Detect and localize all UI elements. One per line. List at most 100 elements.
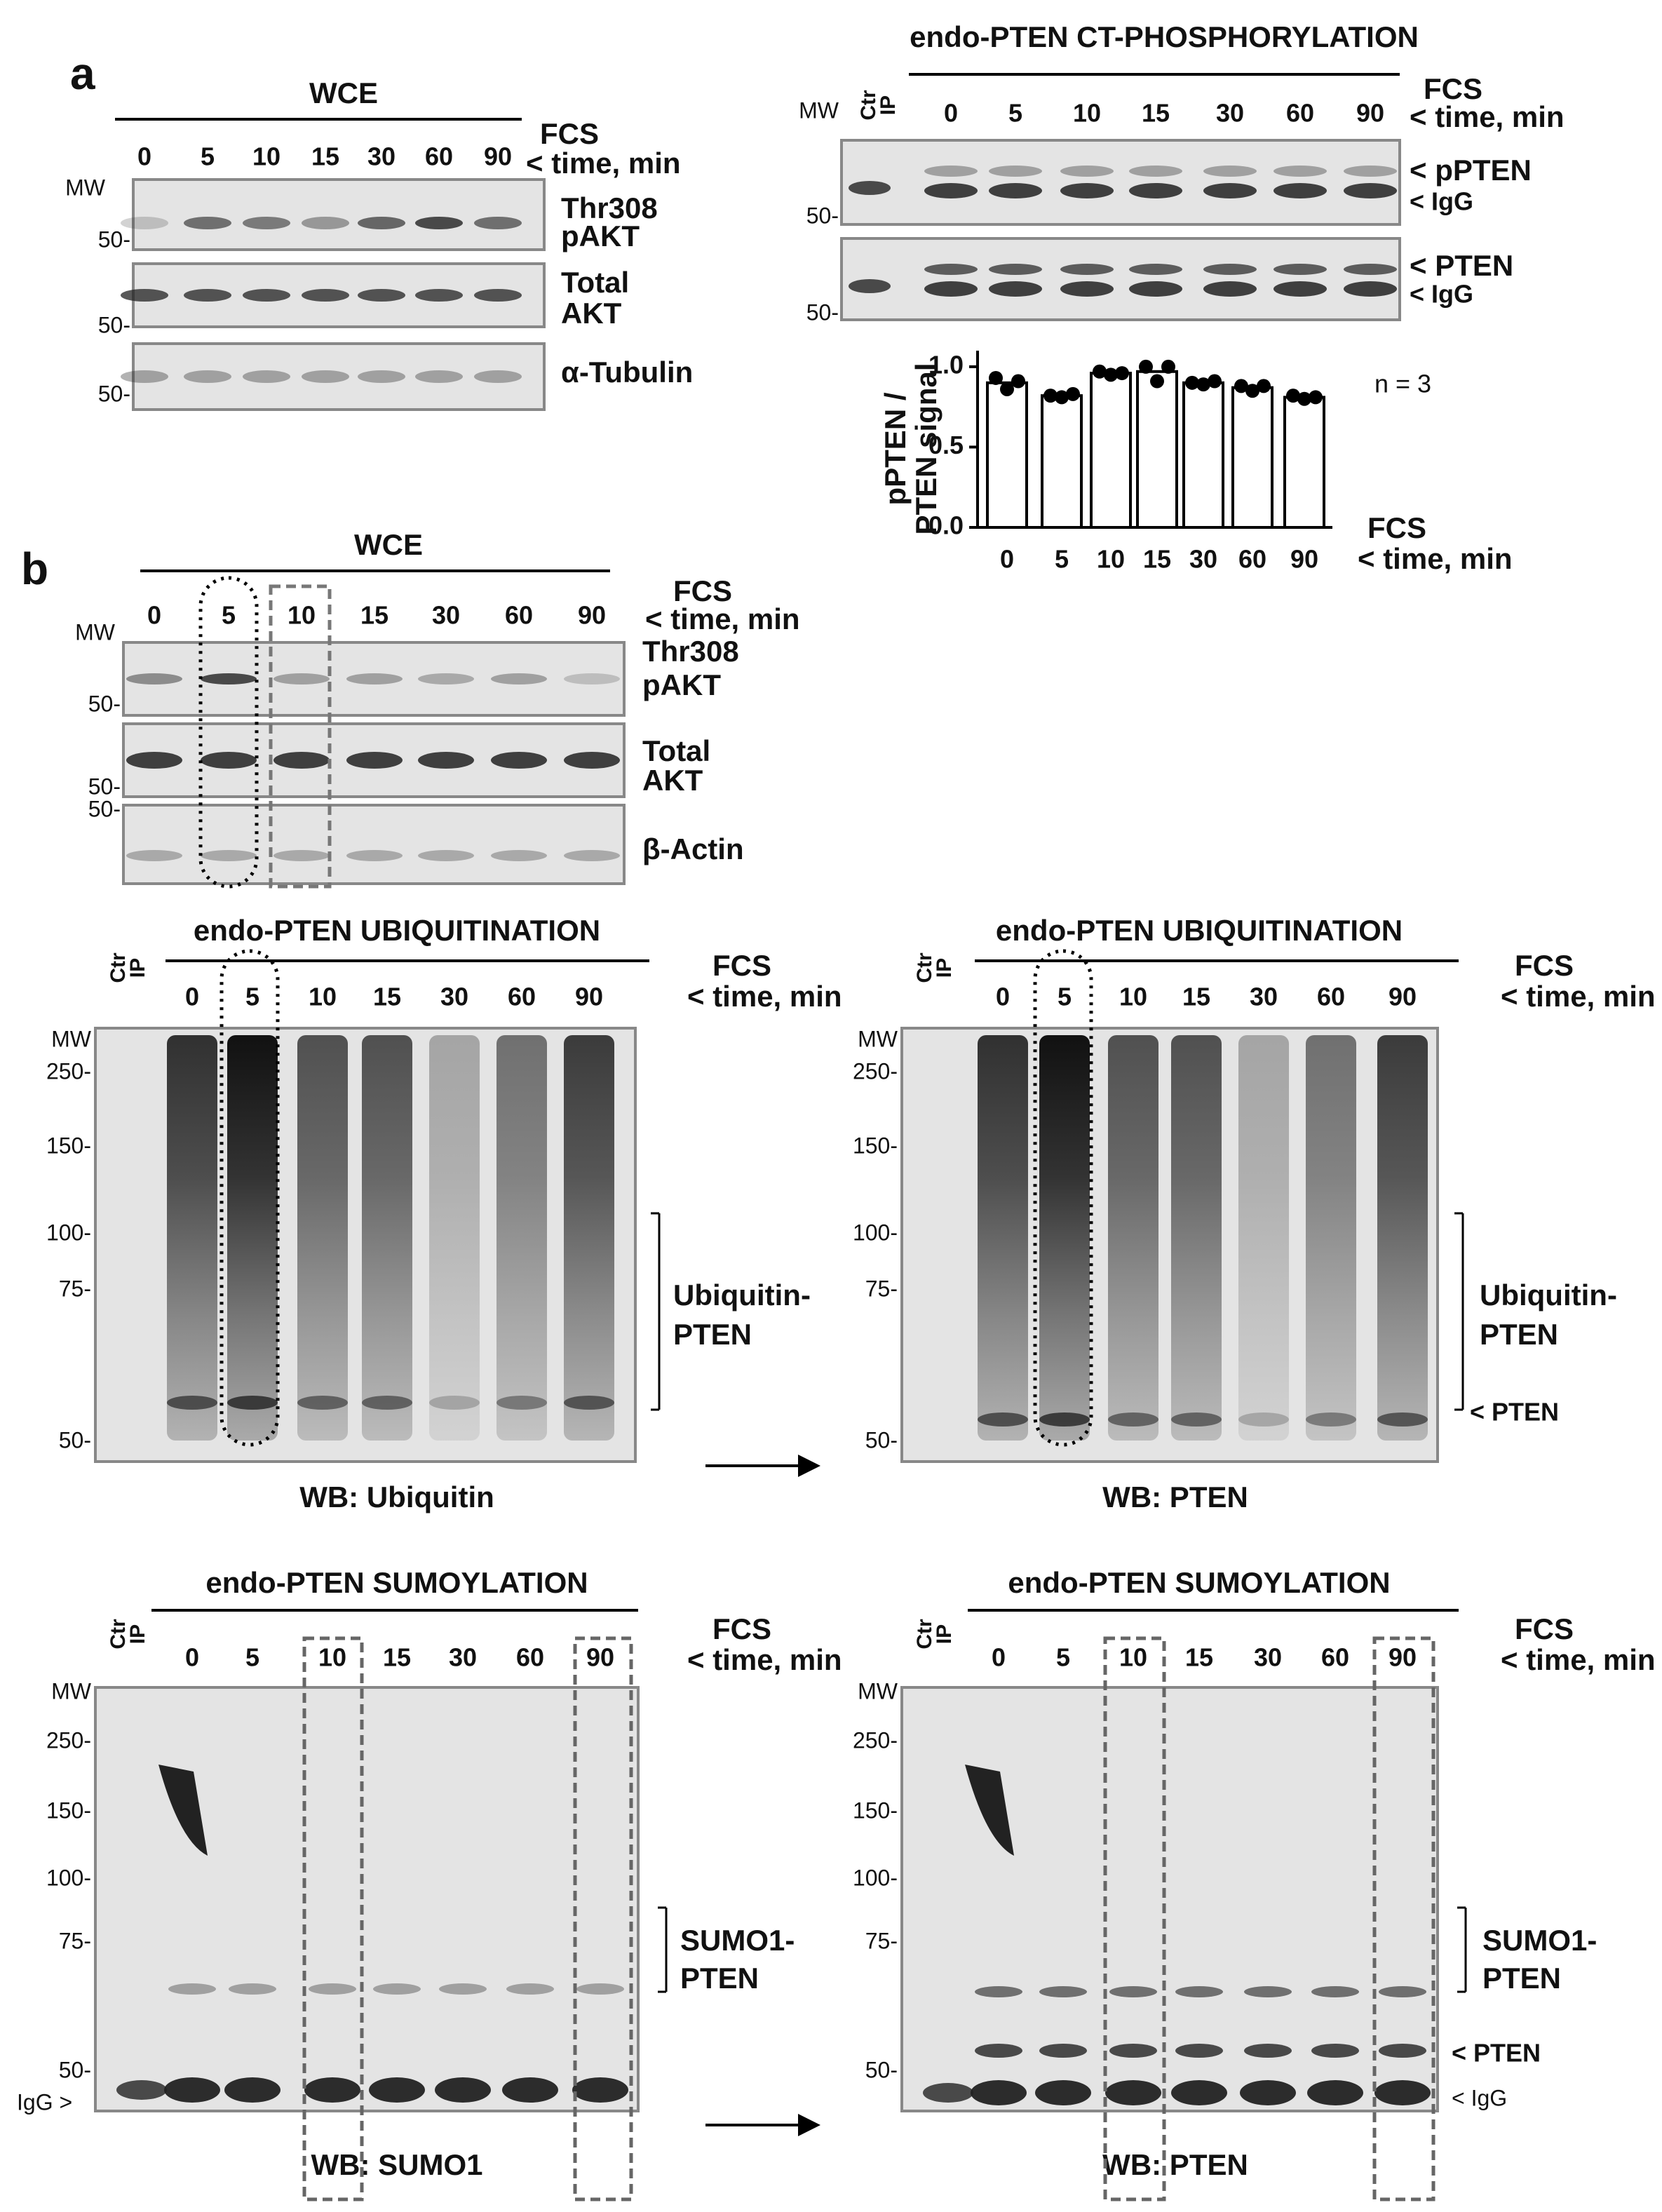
band [1060, 166, 1114, 177]
data-point [989, 370, 1003, 385]
lane-label: 5 [1058, 983, 1072, 1011]
row-label: β-Actin [642, 832, 744, 865]
band [1039, 1986, 1087, 1997]
band [201, 850, 257, 861]
highlight [1372, 1636, 1435, 2201]
highlight [1103, 1636, 1166, 2201]
lane-label: 10 [1119, 1643, 1147, 1672]
x-axis-label: < time, min [1358, 542, 1513, 575]
band [369, 2077, 425, 2103]
control-label: Ctr [857, 90, 880, 121]
mw-label: 250- [46, 1727, 91, 1753]
band [1240, 2080, 1296, 2105]
data-point [1234, 379, 1248, 393]
band [304, 2077, 360, 2103]
lane-label: 90 [575, 983, 603, 1011]
band [923, 2083, 973, 2103]
lane-label: 0 [147, 601, 161, 630]
highlight [219, 949, 280, 1447]
bar [1231, 386, 1273, 530]
smear [1238, 1035, 1289, 1441]
band [1060, 183, 1114, 198]
mw-label: 250- [853, 1727, 898, 1753]
mw-label: 50- [865, 1427, 898, 1452]
lane-label: 30 [1216, 99, 1244, 128]
band [126, 850, 182, 861]
time-label: < time, min [526, 147, 681, 180]
time-label: < time, min [1501, 1643, 1656, 1676]
mw-label: MW [51, 1678, 92, 1704]
smear [1377, 1035, 1428, 1441]
lane-label: 60 [1321, 1643, 1349, 1672]
band [849, 181, 891, 195]
band [121, 217, 168, 229]
mw-label: 50- [98, 312, 130, 337]
band [1203, 183, 1257, 198]
band [924, 183, 978, 198]
y-axis-label: pPTEN / [879, 392, 912, 505]
blot [900, 1686, 1439, 2112]
bracket-label: SUMO1- [1482, 1924, 1597, 1957]
lane-label: 10 [1073, 99, 1101, 128]
lane-label: 0 [996, 983, 1010, 1011]
band [418, 850, 474, 861]
smear [978, 1035, 1028, 1441]
row-label: AKT [561, 297, 622, 330]
mw-label: MW [65, 175, 106, 200]
x-tick-label: 10 [1097, 545, 1125, 574]
condition-label: FCS [712, 949, 771, 982]
band [1129, 281, 1182, 297]
blot-title: endo-PTEN CT-PHOSPHORYLATION [910, 20, 1419, 53]
mw-label: 50- [88, 774, 121, 799]
mw-label: 100- [853, 1220, 898, 1245]
data-point [1245, 384, 1259, 398]
blot [840, 237, 1401, 321]
lane-label: 15 [311, 142, 339, 171]
data-point [1208, 374, 1222, 389]
band [415, 217, 463, 229]
control-label: Ctr [913, 1619, 936, 1650]
band [201, 752, 257, 769]
band [1379, 2044, 1426, 2058]
data-point [1185, 375, 1199, 390]
x-tick-label: 5 [1055, 545, 1069, 574]
band [346, 850, 403, 861]
bar [1090, 372, 1132, 530]
lane-label: 30 [432, 601, 460, 630]
mw-label: 50- [865, 2057, 898, 2082]
bar [1136, 370, 1178, 529]
data-point [1297, 391, 1311, 406]
band [1311, 1986, 1359, 1997]
lane-label: 60 [1317, 983, 1345, 1011]
data-point [1196, 377, 1210, 392]
band [184, 289, 231, 302]
y-tick-label: 0.0 [928, 511, 964, 540]
band [439, 1983, 487, 1995]
band [418, 673, 474, 684]
band [302, 289, 349, 302]
band [1344, 183, 1397, 198]
mw-label: 250- [46, 1058, 91, 1084]
panel-label: b [21, 544, 48, 594]
band [506, 1983, 554, 1995]
condition-label: FCS [540, 117, 599, 150]
smear [1039, 1035, 1090, 1441]
band [1344, 264, 1397, 275]
band [1109, 2044, 1157, 2058]
data-point [1000, 382, 1014, 396]
band [1273, 166, 1327, 177]
mw-label: 50- [88, 796, 121, 821]
time-label: < time, min [1410, 100, 1565, 133]
mw-label: 50- [88, 691, 121, 716]
x-axis-label: FCS [1367, 511, 1426, 544]
wb-label: WB: PTEN [1102, 1481, 1248, 1513]
mw-label: 50- [59, 2057, 91, 2082]
row-label: Thr308 [642, 635, 739, 668]
row-label: Thr308 [561, 191, 658, 224]
blot-title: endo-PTEN SUMOYLATION [1008, 1566, 1390, 1599]
highlight [302, 1636, 364, 2201]
bracket-label: PTEN [1482, 1962, 1561, 1995]
mw-label: 250- [853, 1058, 898, 1084]
time-label: < time, min [645, 602, 800, 635]
band-marker: < pPTEN [1410, 154, 1532, 187]
